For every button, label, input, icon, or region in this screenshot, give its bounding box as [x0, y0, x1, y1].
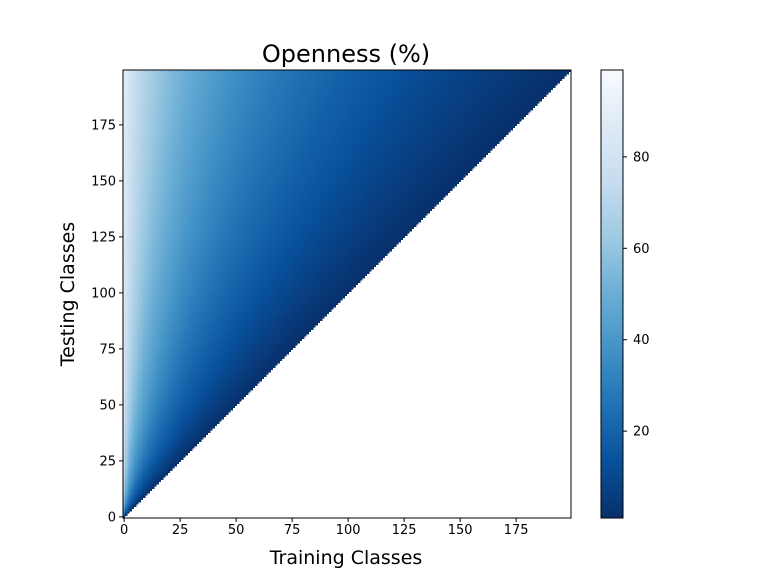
colorbar-gradient: [601, 70, 623, 518]
chart-title: Openness (%): [262, 40, 430, 68]
y-tick-label: 125: [91, 230, 116, 245]
y-tick-label: 175: [91, 118, 116, 133]
colorbar-ticks: 20 40 60 80: [623, 150, 650, 440]
x-tick-label: 125: [392, 523, 417, 538]
x-axis-ticks: 0 25 50 75 100 125 150 175: [120, 518, 529, 538]
colorbar-tick-label: 20: [633, 425, 650, 440]
y-tick-label: 50: [99, 398, 116, 413]
x-tick-label: 50: [228, 523, 245, 538]
y-tick-label: 75: [99, 342, 116, 357]
y-axis-ticks: 0 25 50 75 100 125 150 175: [91, 118, 123, 525]
x-tick-label: 100: [336, 523, 361, 538]
colorbar-frame: [600, 69, 624, 519]
colorbar-tick-label: 40: [633, 333, 650, 348]
colorbar-tick-label: 60: [633, 242, 650, 257]
y-axis-label: Testing Classes: [57, 222, 79, 367]
x-tick-label: 75: [284, 523, 301, 538]
x-axis-label: Training Classes: [269, 547, 423, 569]
colorbar-tick-label: 80: [633, 150, 650, 165]
x-tick-label: 25: [172, 523, 189, 538]
y-tick-label: 25: [99, 454, 116, 469]
y-tick-label: 150: [91, 174, 116, 189]
x-tick-label: 150: [448, 523, 473, 538]
heatmap-frame: [122, 69, 572, 519]
x-tick-label: 175: [504, 523, 529, 538]
x-tick-label: 0: [120, 523, 128, 538]
y-tick-label: 0: [108, 510, 116, 525]
y-tick-label: 100: [91, 286, 116, 301]
heatmap-image: [123, 70, 571, 518]
